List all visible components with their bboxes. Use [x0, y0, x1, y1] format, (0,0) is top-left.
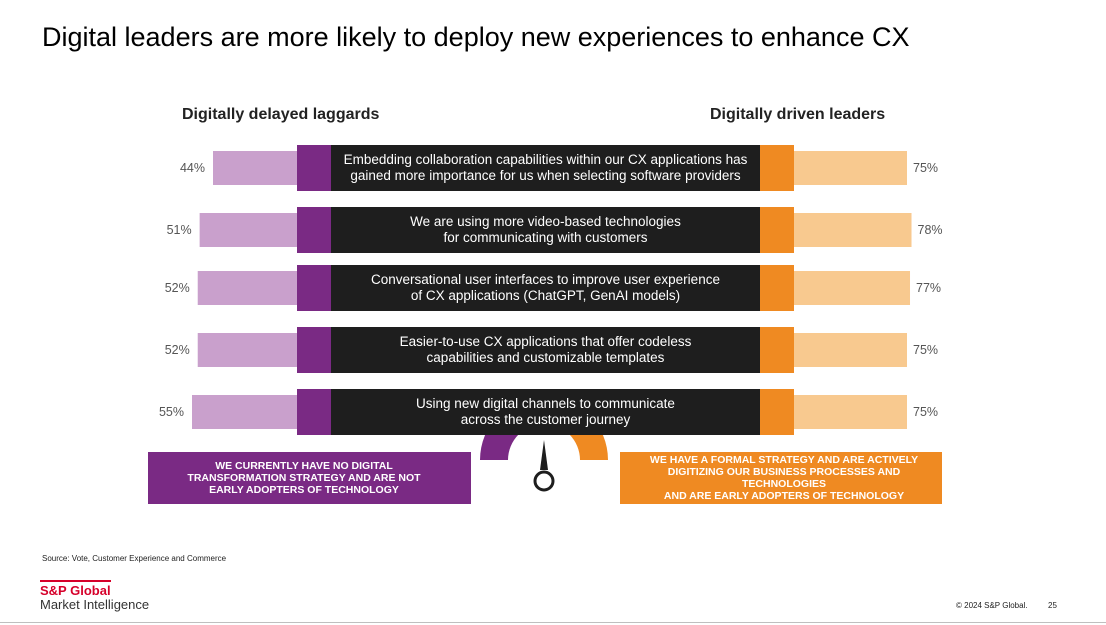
- statement-line: of CX applications (ChatGPT, GenAI model…: [410, 288, 681, 303]
- statement-band-3: [331, 265, 760, 311]
- gauge-needle-hub: [533, 470, 555, 492]
- statement-text-4: Easier-to-use CX applications that offer…: [331, 327, 760, 373]
- slide-title: Digital leaders are more likely to deplo…: [42, 22, 910, 52]
- laggard-value-label-3: 52%: [165, 281, 190, 295]
- statement-text-3: Conversational user interfaces to improv…: [331, 265, 760, 311]
- logo-sp-global: S&P Global: [40, 580, 111, 598]
- caption-line: AND ARE EARLY ADOPTERS OF TECHNOLOGY: [663, 490, 905, 502]
- leader-bar-4: [794, 333, 907, 367]
- leader-accent-5: [760, 389, 794, 435]
- page-number: 25: [1048, 601, 1057, 610]
- laggard-accent-5: [297, 389, 331, 435]
- laggard-value-label-4: 52%: [165, 343, 190, 357]
- laggard-bar-1: [213, 151, 297, 185]
- statement-line: Easier-to-use CX applications that offer…: [399, 334, 692, 349]
- footer-divider: [0, 622, 1106, 623]
- laggard-bar-3: [197, 271, 297, 305]
- leader-caption-box: [620, 452, 942, 504]
- statement-line: Conversational user interfaces to improv…: [371, 272, 720, 287]
- leader-value-label-2: 78%: [918, 223, 943, 237]
- left-column-header: Digitally delayed laggards: [182, 106, 380, 123]
- leader-accent-2: [760, 207, 794, 253]
- laggard-value-label-2: 51%: [167, 223, 192, 237]
- laggard-value-label-1: 44%: [180, 161, 205, 175]
- statement-line: capabilities and customizable templates: [426, 350, 665, 365]
- leader-bar-1: [794, 151, 907, 185]
- statement-band-1: [331, 145, 760, 191]
- laggard-caption-text: WE CURRENTLY HAVE NO DIGITAL TRANSFORMATI…: [148, 452, 460, 504]
- statement-line: We are using more video-based technologi…: [410, 214, 681, 229]
- leader-bar-2: [794, 213, 912, 247]
- statement-line: gained more importance for us when selec…: [350, 168, 741, 183]
- statement-line: Using new digital channels to communicat…: [416, 396, 675, 411]
- laggard-caption-box: [148, 452, 471, 504]
- laggard-bar-2: [199, 213, 297, 247]
- leader-value-label-1: 75%: [913, 161, 938, 175]
- statement-text-5: Using new digital channels to communicat…: [331, 389, 760, 435]
- leader-value-label-4: 75%: [913, 343, 938, 357]
- statement-line: Embedding collaboration capabilities wit…: [343, 152, 748, 167]
- statement-band-2: [331, 207, 760, 253]
- statement-band-5: [331, 389, 760, 435]
- source-note: Source: Vote, Customer Experience and Co…: [42, 554, 227, 563]
- leader-value-label-3: 77%: [916, 281, 941, 295]
- laggard-value-label-5: 55%: [159, 405, 184, 419]
- leader-accent-4: [760, 327, 794, 373]
- copyright: © 2024 S&P Global.: [956, 601, 1028, 610]
- leader-bar-5: [794, 395, 907, 429]
- caption-line: WE HAVE A FORMAL STRATEGY AND ARE ACTIVE…: [649, 454, 919, 466]
- laggard-bar-4: [197, 333, 297, 367]
- caption-line: DIGITIZING OUR BUSINESS PROCESSES AND TE…: [667, 466, 901, 490]
- statement-band-4: [331, 327, 760, 373]
- statement-line: across the customer journey: [460, 412, 631, 427]
- leader-accent-3: [760, 265, 794, 311]
- leader-accent-1: [760, 145, 794, 191]
- right-column-header: Digitally driven leaders: [710, 106, 886, 123]
- leader-bar-3: [794, 271, 911, 305]
- caption-line: TRANSFORMATION STRATEGY AND ARE NOT: [187, 472, 421, 484]
- logo-market-intelligence: Market Intelligence: [40, 597, 150, 612]
- laggard-accent-3: [297, 265, 331, 311]
- caption-line: WE CURRENTLY HAVE NO DIGITAL: [215, 460, 393, 472]
- laggard-accent-1: [297, 145, 331, 191]
- laggard-bar-5: [192, 395, 297, 429]
- statement-line: for communicating with customers: [443, 230, 648, 245]
- leader-value-label-5: 75%: [913, 405, 938, 419]
- caption-line: EARLY ADOPTERS OF TECHNOLOGY: [209, 484, 399, 496]
- statement-text-1: Embedding collaboration capabilities wit…: [331, 145, 760, 191]
- laggard-accent-2: [297, 207, 331, 253]
- statement-text-2: We are using more video-based technologi…: [331, 207, 760, 253]
- leader-caption-text: WE HAVE A FORMAL STRATEGY AND ARE ACTIVE…: [626, 452, 942, 504]
- laggard-accent-4: [297, 327, 331, 373]
- gauge-needle: [540, 440, 548, 470]
